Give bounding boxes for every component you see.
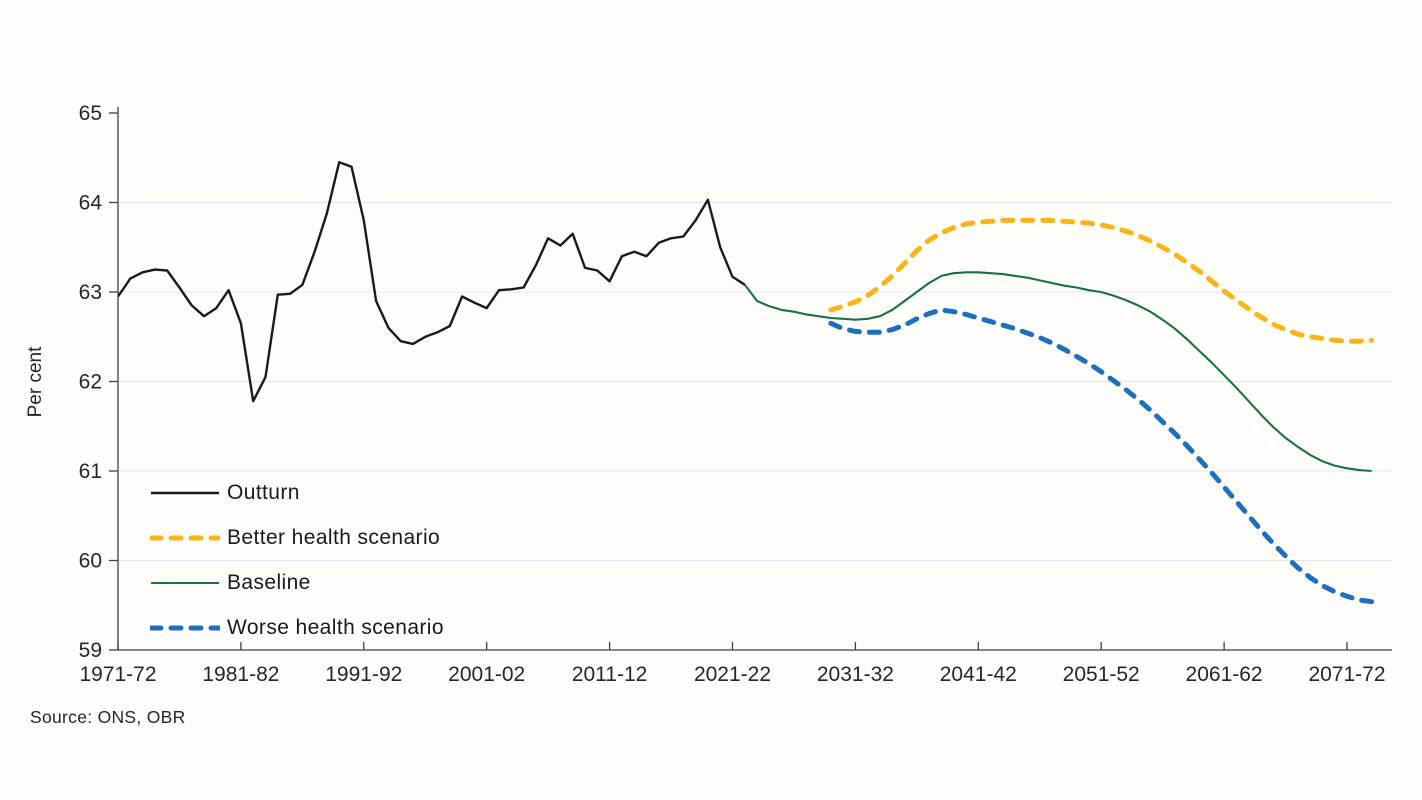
axes-group (109, 107, 1392, 651)
series-lines-group (117, 160, 1375, 605)
y-axis-title: Per cent (25, 346, 46, 417)
x-tick-label-2021-22: 2021-22 (694, 663, 771, 686)
source-note: Source: ONS, OBR (30, 707, 186, 727)
legend-item-baseline: Baseline (150, 560, 444, 605)
x-tick-label-1981-82: 1981-82 (202, 663, 279, 686)
y-tick-label-60: 60 (79, 550, 102, 573)
outturn-line-swatch-icon (151, 491, 219, 494)
y-tick-label-64: 64 (79, 192, 103, 215)
x-tick-label-2041-42: 2041-42 (940, 663, 1017, 686)
x-tick-label-2031-32: 2031-32 (817, 663, 894, 686)
y-tick-label-59: 59 (79, 639, 102, 662)
y-tick-label-63: 63 (79, 281, 102, 304)
series-line-baseline (743, 271, 1372, 473)
x-tick-label-2051-52: 2051-52 (1063, 663, 1140, 686)
legend-label-better-health: Better health scenario (227, 525, 441, 549)
x-tick-label-2061-62: 2061-62 (1186, 663, 1263, 686)
series-line-outturn (117, 160, 746, 403)
legend-label-baseline: Baseline (227, 570, 311, 594)
series-line-better-health-scenario (828, 217, 1375, 344)
y-tick-label-62: 62 (79, 371, 102, 394)
better-health-dashed-swatch-icon (150, 535, 220, 540)
x-tick-label-2011-12: 2011-12 (572, 663, 648, 686)
legend-item-worse-health: Worse health scenario (150, 605, 444, 650)
y-tick-label-61: 61 (79, 460, 102, 483)
baseline-line-swatch-icon (151, 581, 219, 584)
worse-health-dashed-swatch-icon (150, 625, 220, 630)
legend-item-outturn: Outturn (150, 470, 444, 515)
x-tick-label-1971-72: 1971-72 (79, 663, 156, 686)
legend-label-outturn: Outturn (227, 480, 300, 504)
x-tick-label-1991-92: 1991-92 (325, 663, 402, 686)
x-tick-label-2071-72: 2071-72 (1308, 663, 1385, 686)
legend-item-better-health: Better health scenario (150, 515, 444, 560)
series-line-worse-health-scenario (828, 307, 1375, 605)
tick-labels-group: 59 60 61 62 63 64 65 1971-72 1981-82 1991-92 2001-… (79, 102, 1386, 686)
y-tick-label-65: 65 (79, 102, 102, 125)
x-tick-label-2001-02: 2001-02 (448, 663, 525, 686)
legend-label-worse-health: Worse health scenario (227, 615, 444, 639)
chart-legend: Outturn Better health scenario Baseline … (150, 470, 444, 650)
